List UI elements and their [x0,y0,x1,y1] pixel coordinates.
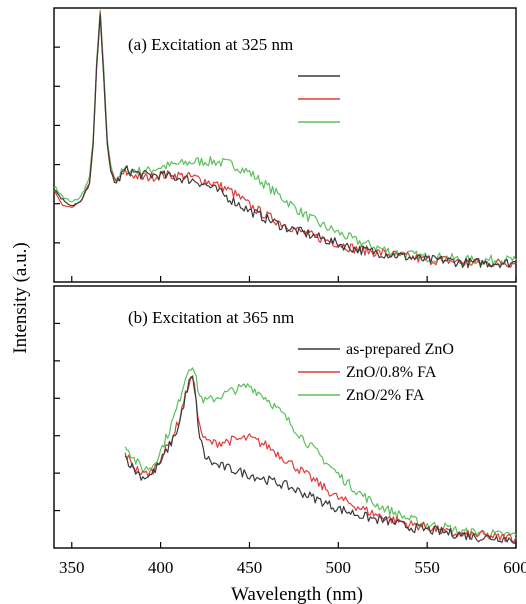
panel-a-legend [298,75,340,123]
x-axis: 350 400 450 500 550 600 [59,558,526,577]
y-axis-title: Intensity (a.u.) [10,242,31,353]
panel-a-frame [53,7,517,283]
panel-b-frame [53,285,517,549]
panel-a: (a) Excitation at 325 nm [53,7,517,283]
x-tick-label: 350 [59,558,85,577]
x-tick-label: 600 [503,558,526,577]
x-tick-label: 400 [148,558,174,577]
x-tick-label: 500 [326,558,352,577]
series-line-b-as-prepared [124,375,517,545]
legend-label-as-prepared: as-prepared ZnO [346,341,454,358]
series-line-a-as-prepared [53,14,517,269]
panel-a-title: (a) Excitation at 325 nm [128,35,293,54]
panel-b-title: (b) Excitation at 365 nm [128,308,294,327]
panel-b-legend: as-prepared ZnO ZnO/0.8% FA ZnO/2% FA [298,341,454,404]
series-line-a-fa-2 [53,9,517,266]
series-line-b-fa-08 [124,376,517,543]
panel-b: (b) Excitation at 365 nm as-prepared ZnO… [53,285,517,549]
legend-label-fa-08: ZnO/0.8% FA [346,364,437,381]
series-line-b-fa-2 [124,367,517,539]
x-axis-title: Wavelength (nm) [231,584,363,604]
x-tick-label: 450 [237,558,263,577]
x-tick-label: 550 [414,558,440,577]
legend-label-fa-2: ZnO/2% FA [346,387,425,404]
